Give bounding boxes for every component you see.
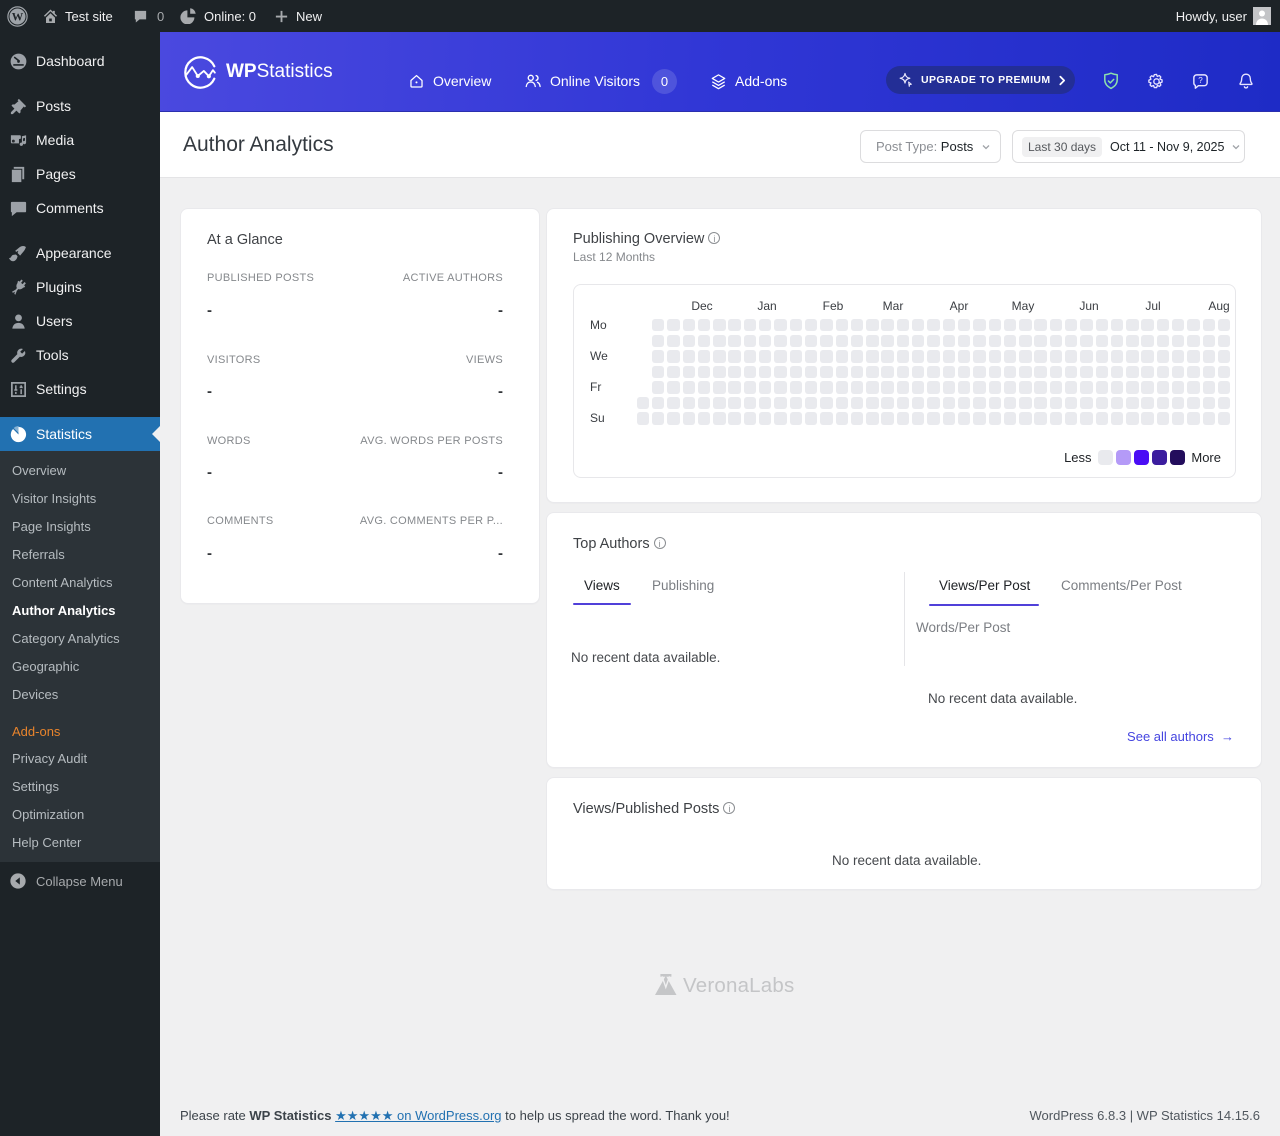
svg-text:?: ? xyxy=(1198,76,1203,85)
svg-text:W: W xyxy=(12,11,24,23)
